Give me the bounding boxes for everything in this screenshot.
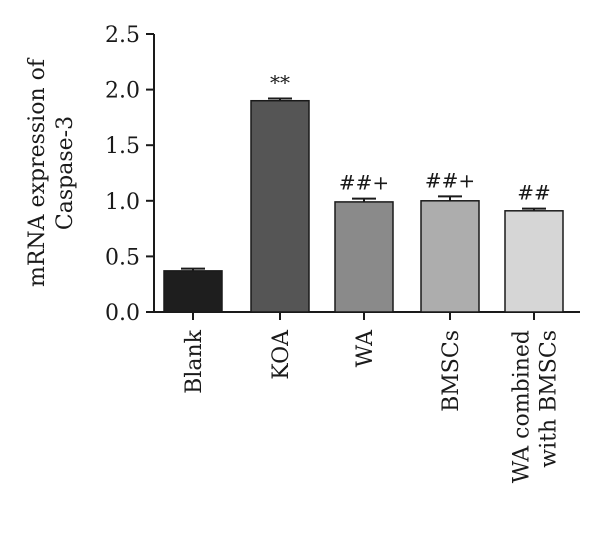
bar	[163, 270, 223, 313]
x-tick-label: WA	[353, 329, 378, 368]
y-axis-title: Caspase-3	[53, 116, 78, 230]
bar	[420, 200, 480, 313]
x-tick-label: BMSCs	[439, 330, 464, 412]
x-axis-labels: Blank KOA WA BMSCs WA combined with BMSCs	[182, 329, 562, 483]
x-tick-label: WA combined	[510, 330, 535, 483]
significance-annotation: **	[270, 70, 290, 94]
bars: ** ##+ ##+ ##	[163, 70, 564, 320]
bar	[334, 201, 394, 313]
x-tick-label: with BMSCs	[537, 330, 562, 468]
bar	[250, 99, 310, 313]
bar	[504, 210, 564, 313]
y-axis-label: mRNA expression of Caspase-3	[25, 57, 78, 287]
y-tick-label: 2.5	[105, 23, 140, 48]
y-tick-label: 0.5	[105, 245, 140, 270]
y-tick-label: 1.5	[105, 134, 140, 159]
y-tick-label: 2.0	[105, 79, 140, 104]
x-tick-label: KOA	[269, 329, 294, 380]
x-tick-label: Blank	[182, 329, 207, 393]
significance-annotation: ##	[517, 181, 551, 205]
y-tick-label: 1.0	[105, 190, 140, 215]
significance-annotation: ##+	[339, 171, 389, 195]
significance-annotation: ##+	[425, 168, 475, 192]
y-axis: 0.0 0.5 1.0 1.5 2.0 2.5	[105, 23, 580, 326]
y-axis-title: mRNA expression of	[25, 57, 50, 287]
y-tick-label: 0.0	[105, 301, 140, 326]
